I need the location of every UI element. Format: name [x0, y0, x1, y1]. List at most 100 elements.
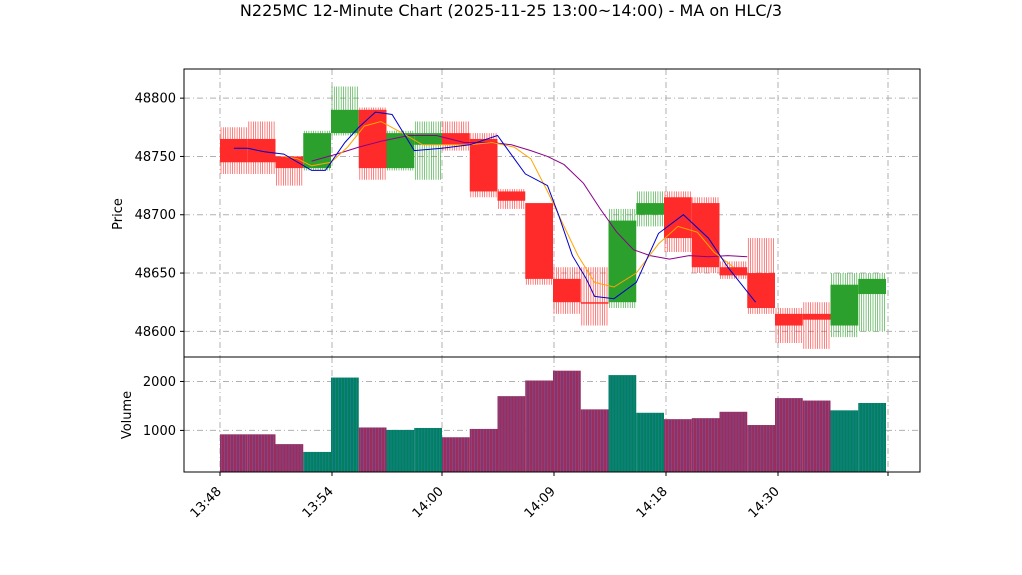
volume-bar-22 — [830, 410, 859, 472]
price-axis-label: Price — [111, 198, 126, 230]
candle-15-body — [636, 203, 664, 215]
candle-8-body — [442, 133, 470, 145]
volume-bar-4 — [331, 377, 359, 472]
candle-12 — [553, 267, 581, 314]
ma-mid-line — [283, 120, 734, 288]
volume-bar-7-fill — [414, 427, 442, 472]
price-panel: 48600 48650 48700 48750 48800 — [135, 68, 921, 358]
candle-13-body — [580, 302, 609, 304]
candle-16-body — [664, 197, 692, 239]
volume-bar-23 — [858, 403, 886, 472]
volume-bar-19-fill — [747, 425, 775, 472]
candle-2 — [275, 156, 304, 186]
candle-20 — [775, 308, 803, 344]
volume-bar-20 — [775, 398, 803, 472]
volume-bar-7 — [414, 427, 442, 472]
candle-22-body — [830, 284, 859, 326]
volume-bar-9-fill — [469, 428, 498, 472]
candle-6 — [386, 130, 415, 171]
ma-fast-line — [233, 111, 756, 303]
volume-bar-15 — [636, 412, 664, 472]
candle-20-body — [775, 313, 803, 326]
volume-bar-6-fill — [386, 429, 415, 472]
candle-0 — [220, 127, 248, 174]
volume-bar-14-fill — [608, 375, 637, 472]
volume-bar-14 — [608, 375, 637, 472]
volume-bar-0 — [220, 434, 248, 472]
ma-slow-line — [311, 135, 748, 260]
candle-18-body — [719, 267, 748, 276]
volume-bar-13 — [580, 409, 609, 472]
volume-bar-12-fill — [553, 370, 581, 472]
candle-4-body — [331, 109, 359, 134]
volume-bar-6 — [386, 429, 415, 472]
volume-frame — [183, 356, 921, 473]
volume-bar-10 — [497, 396, 526, 472]
candle-2-body — [275, 156, 304, 169]
candle-21 — [802, 302, 831, 349]
price-tick-label-48800: 48800 — [135, 92, 176, 107]
volume-bar-16-fill — [664, 419, 692, 472]
volume-bar-3 — [303, 451, 331, 472]
volume-bar-18-fill — [719, 411, 748, 472]
price-tick-label-48700: 48700 — [135, 208, 176, 223]
candle-3-body — [303, 133, 331, 169]
price-tick-label-48650: 48650 — [135, 267, 176, 282]
volume-tick-label-2000: 2000 — [143, 375, 176, 390]
candle-1 — [247, 121, 276, 174]
candle-15 — [636, 191, 664, 227]
candle-23-body — [858, 278, 886, 295]
volume-bar-2 — [275, 444, 304, 472]
candle-0-body — [220, 138, 248, 163]
volume-bar-3-fill — [303, 451, 331, 472]
candle-6-body — [386, 133, 415, 169]
candle-19-body — [747, 273, 775, 309]
candle-11 — [525, 203, 553, 285]
candle-1-body — [247, 138, 276, 163]
candle-9-body — [469, 138, 498, 192]
volume-panel: 1000 2000 — [143, 356, 921, 473]
volume-bar-20-fill — [775, 398, 803, 472]
volume-bar-23-fill — [858, 403, 886, 472]
volume-bar-9 — [469, 428, 498, 472]
volume-bar-5 — [358, 427, 387, 472]
candle-10 — [497, 189, 526, 209]
candle-4 — [331, 86, 359, 136]
candle-21-body — [802, 313, 831, 320]
volume-bar-8-fill — [442, 437, 470, 472]
volume-bar-21-fill — [802, 400, 831, 472]
candle-14 — [608, 208, 637, 309]
candle-12-body — [553, 278, 581, 303]
volume-bar-22-fill — [830, 410, 859, 472]
candle-14-body — [608, 220, 637, 303]
volume-bar-11 — [525, 380, 553, 472]
volume-bar-8 — [442, 437, 470, 472]
candle-5-body — [358, 109, 387, 169]
volume-bar-17 — [691, 418, 720, 472]
volume-bar-16 — [664, 419, 692, 472]
volume-bar-13-fill — [580, 409, 609, 472]
price-tick-label-48750: 48750 — [135, 150, 176, 165]
volume-axis-label: Volume — [120, 391, 135, 439]
candle-11-body — [525, 203, 553, 279]
price-tick-label-48600: 48600 — [135, 325, 176, 340]
candle-16 — [664, 191, 692, 253]
volume-bar-0-fill — [220, 434, 248, 472]
candles-group — [220, 86, 886, 349]
chart-title: N225MC 12-Minute Chart (2025-11-25 13:00… — [240, 1, 782, 20]
volume-bar-4-fill — [331, 377, 359, 472]
candle-23 — [858, 273, 886, 332]
volume-bar-1 — [247, 434, 276, 472]
volume-bars — [220, 370, 886, 472]
volume-bar-11-fill — [525, 380, 553, 472]
volume-bar-2-fill — [275, 444, 304, 472]
volume-bar-18 — [719, 411, 748, 472]
candle-7-body — [414, 133, 442, 145]
volume-bar-15-fill — [636, 412, 664, 472]
volume-bar-10-fill — [497, 396, 526, 472]
volume-tick-label-1000: 1000 — [143, 424, 176, 439]
candle-22 — [830, 273, 859, 338]
volume-bar-19 — [747, 425, 775, 472]
candle-10-body — [497, 191, 526, 201]
